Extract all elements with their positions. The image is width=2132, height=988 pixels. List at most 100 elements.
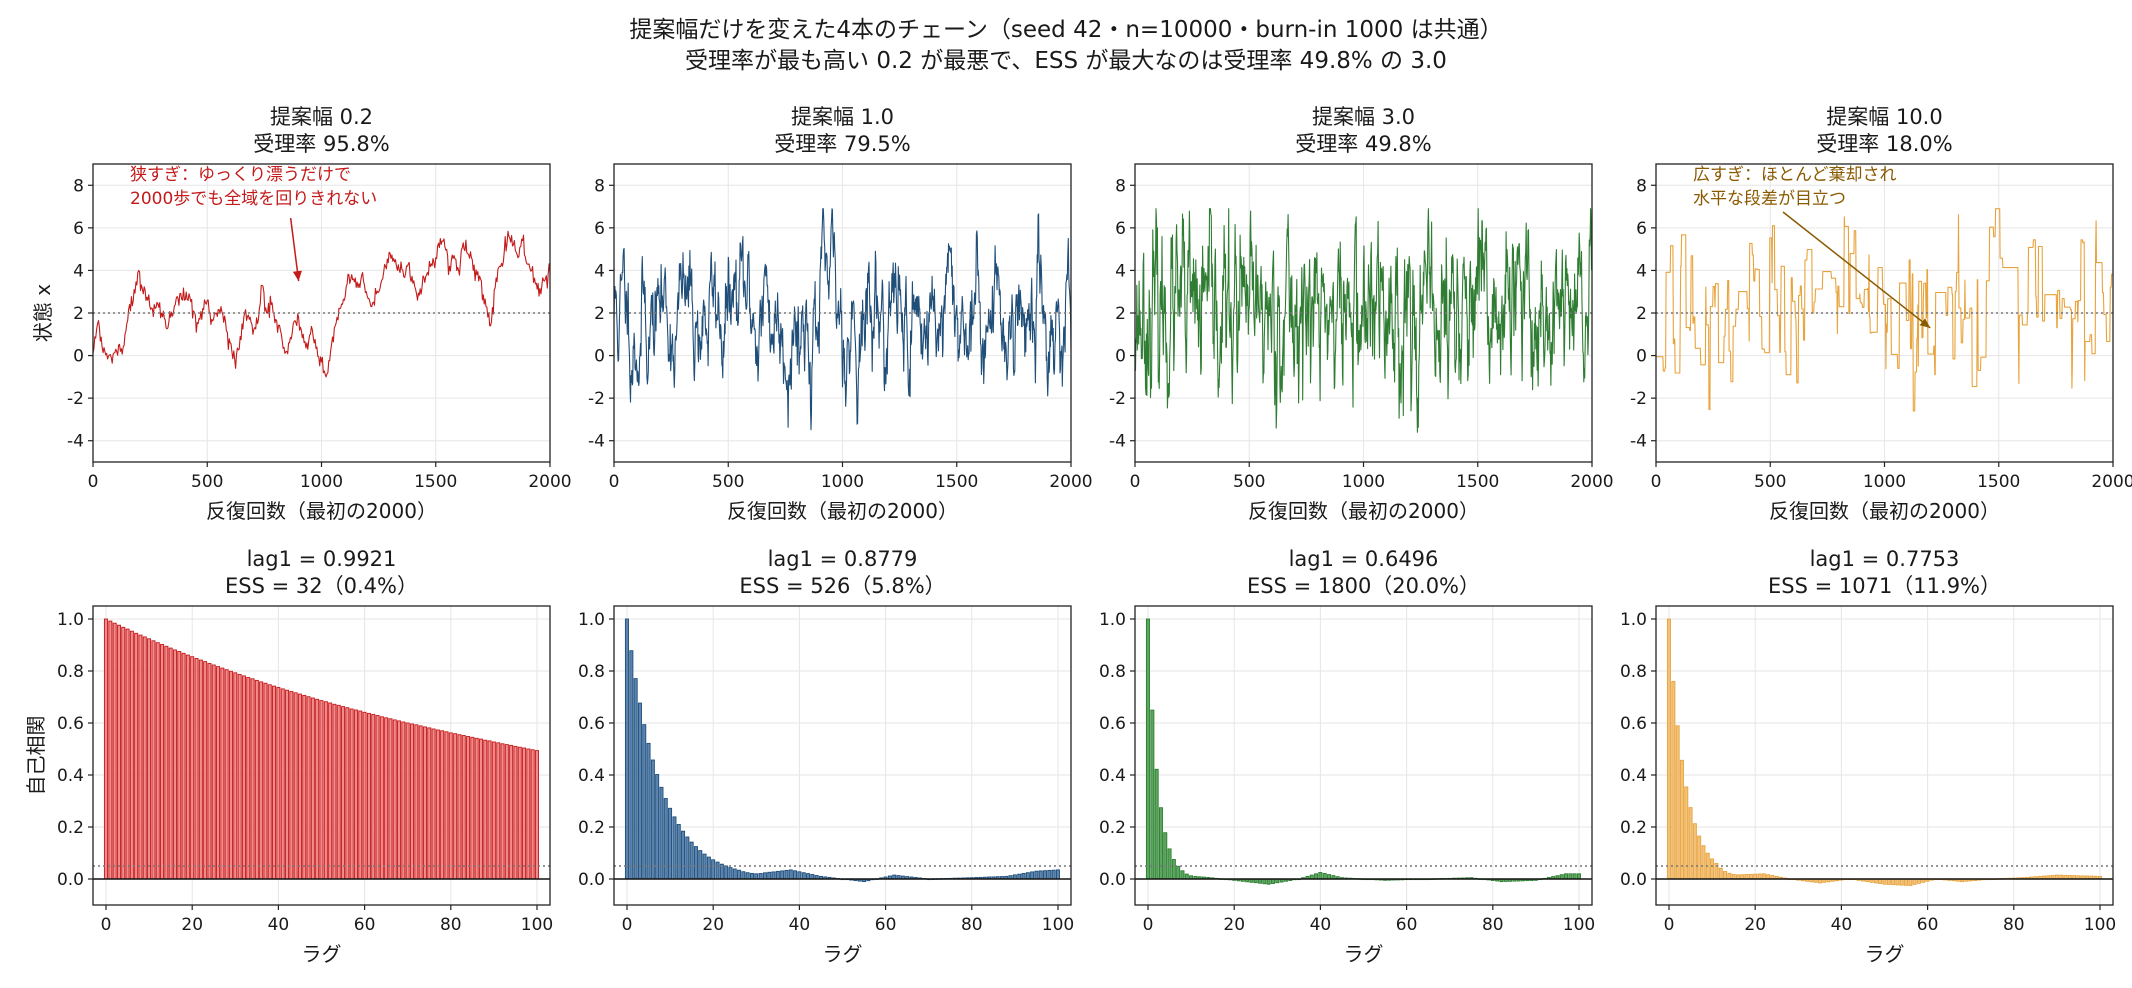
acf-title-ess: ESS = 32（0.4%） xyxy=(225,574,418,598)
acf-axes-frame xyxy=(613,605,1072,906)
acf-bar xyxy=(177,651,182,880)
acf-bar xyxy=(689,841,694,880)
acf-xtick-label: 20 xyxy=(181,915,203,935)
acf-ytick-label: 1.0 xyxy=(1099,610,1126,630)
trace-ytick-label: -4 xyxy=(1630,432,1647,452)
acf-bar xyxy=(216,666,221,880)
acf-ytick-label: 0.6 xyxy=(1620,714,1647,734)
trace-xtick-label: 1000 xyxy=(300,472,343,492)
acf-bar xyxy=(427,727,432,880)
trace-line xyxy=(1655,208,2114,412)
acf-panel-3: lag1 = 0.6496 ESS = 1800（20.0%） 0 20 40 60 80 1… xyxy=(1099,547,1595,966)
acf-bar xyxy=(121,626,126,880)
trace-ytick-label: 2 xyxy=(594,304,605,324)
acf-bar xyxy=(1021,872,1026,880)
acf-bar xyxy=(172,649,177,880)
acf-xtick-label: 60 xyxy=(354,915,376,935)
acf-bar xyxy=(491,741,496,880)
acf-bar xyxy=(345,707,350,880)
trace-panel-3: 提案幅 3.0 受理率 49.8% 0 500 1000 1500 2000 -4 -2 0 2 4 6… xyxy=(1109,105,1614,523)
acf-xtick-label: 20 xyxy=(1744,915,1766,935)
trace-ytick-label: 0 xyxy=(594,347,605,367)
acf-bar xyxy=(487,740,492,880)
acf-title-ess: ESS = 1071（11.9%） xyxy=(1768,574,2001,598)
acf-bar xyxy=(1163,832,1168,880)
acf-bar xyxy=(797,871,802,880)
acf-bar xyxy=(801,872,806,880)
acf-bar xyxy=(1030,871,1035,880)
acf-ytick-label: 0.8 xyxy=(57,662,84,682)
trace-ytick-label: 6 xyxy=(594,219,605,239)
acf-ytick-label: 0.2 xyxy=(1620,818,1647,838)
trace-ytick-label: -2 xyxy=(1630,389,1647,409)
trace-xtick-label: 500 xyxy=(712,472,744,492)
acf-bar xyxy=(793,870,798,880)
acf-bar xyxy=(749,872,754,880)
acf-bar xyxy=(276,686,281,880)
trace-panel-2: 提案幅 1.0 受理率 79.5% 0 500 1000 1500 2000 -4 -2 0 2 4 6… xyxy=(588,105,1093,523)
acf-xlabel: ラグ xyxy=(1865,942,1905,966)
acf-bar xyxy=(203,661,208,880)
acf-bar xyxy=(1886,878,1891,885)
trace-xtick-label: 500 xyxy=(191,472,223,492)
trace-title-acceptance: 受理率 95.8% xyxy=(253,132,389,156)
acf-bar xyxy=(1701,845,1706,880)
acf-bar xyxy=(319,700,324,880)
trace-xtick-label: 1500 xyxy=(1456,472,1499,492)
acf-bar xyxy=(418,725,423,880)
acf-bar xyxy=(362,711,367,880)
trace-ytick-label: 6 xyxy=(1636,219,1647,239)
acf-bar xyxy=(659,786,664,880)
trace-xtick-label: 1000 xyxy=(1342,472,1385,492)
acf-xlabel: ラグ xyxy=(823,942,863,966)
trace-xtick-label: 500 xyxy=(1754,472,1786,492)
acf-ytick-label: 0.6 xyxy=(1099,714,1126,734)
trace-xtick-label: 2000 xyxy=(1049,472,1092,492)
acf-xlabel: ラグ xyxy=(302,942,342,966)
acf-bar xyxy=(211,664,216,880)
trace-ytick-label: -4 xyxy=(588,432,605,452)
acf-xtick-label: 20 xyxy=(702,915,724,935)
trace-annotation-line2: 水平な段差が目立つ xyxy=(1693,189,1846,209)
acf-ytick-label: 0.4 xyxy=(578,766,605,786)
trace-xtick-label: 2000 xyxy=(2091,472,2132,492)
acf-ytick-label: 0.8 xyxy=(578,662,605,682)
acf-bar xyxy=(155,642,160,880)
acf-bar xyxy=(116,624,121,880)
acf-bar xyxy=(633,678,638,880)
acf-bar xyxy=(1891,878,1896,886)
acf-bar xyxy=(142,636,147,880)
acf-bar xyxy=(780,870,785,880)
acf-bar xyxy=(1150,709,1155,880)
acf-xtick-label: 80 xyxy=(440,915,462,935)
acf-bar xyxy=(637,702,642,880)
acf-ytick-label: 0.4 xyxy=(1099,766,1126,786)
acf-ytick-label: 0.8 xyxy=(1099,662,1126,682)
acf-bar xyxy=(310,697,315,880)
trace-ytick-label: 0 xyxy=(1636,347,1647,367)
acf-bar xyxy=(1171,859,1176,880)
acf-xtick-label: 60 xyxy=(1396,915,1418,935)
acf-xtick-label: 0 xyxy=(101,915,112,935)
acf-bar xyxy=(134,632,139,880)
acf-bar xyxy=(1051,869,1056,880)
acf-bar xyxy=(1043,870,1048,880)
trace-ytick-label: 2 xyxy=(73,304,84,324)
acf-bar xyxy=(384,717,389,880)
trace-xtick-label: 0 xyxy=(1651,472,1662,492)
acf-bar xyxy=(1895,878,1900,886)
acf-bar xyxy=(509,744,514,880)
acf-bar xyxy=(1154,768,1159,880)
acf-ytick-label: 0.6 xyxy=(57,714,84,734)
acf-bar xyxy=(448,732,453,880)
acf-bar xyxy=(767,871,772,880)
acf-bar xyxy=(138,634,143,880)
acf-bar xyxy=(624,618,629,880)
acf-bar xyxy=(297,693,302,880)
acf-bar xyxy=(530,749,535,880)
acf-ytick-label: 0.2 xyxy=(57,818,84,838)
acf-bar xyxy=(194,658,199,880)
acf-bar xyxy=(672,816,677,880)
acf-xtick-label: 40 xyxy=(268,915,290,935)
